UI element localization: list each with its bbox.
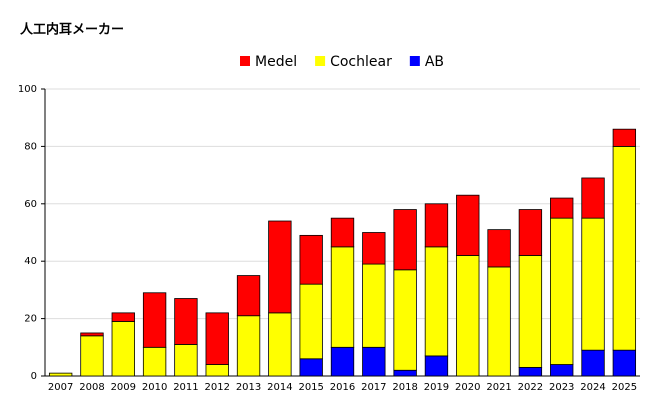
- bar-segment: [518, 366, 543, 377]
- bar-segment: [362, 346, 386, 377]
- y-tick-label: 0: [31, 371, 37, 382]
- bar-segment: [174, 298, 198, 345]
- bar-segment: [362, 263, 386, 348]
- bar-segment: [518, 209, 543, 256]
- bar-segment: [487, 266, 511, 377]
- bar-segment: [581, 217, 605, 351]
- bar-segment: [424, 203, 449, 248]
- bar-segment: [80, 332, 104, 337]
- legend-swatch: [315, 56, 326, 66]
- bar-segment: [205, 364, 229, 377]
- bar-segment: [48, 372, 73, 377]
- x-tick-label: 2015: [298, 382, 323, 393]
- x-tick-label: 2013: [236, 382, 261, 393]
- x-tick-label: 2010: [142, 382, 167, 393]
- bar-segment: [612, 128, 637, 147]
- y-tick-label: 40: [24, 256, 37, 267]
- bar-segment: [456, 255, 480, 377]
- bar-segment: [236, 315, 261, 377]
- bar-segment: [550, 197, 574, 219]
- bar-segment: [393, 369, 417, 377]
- x-tick-label: 2007: [48, 382, 73, 393]
- bar-segment: [362, 232, 386, 265]
- bar-segment: [330, 246, 355, 348]
- bar-segment: [205, 312, 229, 365]
- x-tick-label: 2011: [173, 382, 198, 393]
- x-tick-label: 2018: [392, 382, 417, 393]
- legend-label: Cochlear: [330, 54, 392, 70]
- bar-segment: [142, 292, 167, 348]
- legend-swatch: [409, 56, 420, 66]
- bar-segment: [330, 346, 355, 377]
- legend-swatch: [240, 56, 250, 66]
- x-tick-label: 2022: [518, 382, 543, 393]
- bar-segment: [456, 194, 480, 256]
- legend-label: Medel: [255, 54, 297, 70]
- bar-segment: [299, 358, 323, 377]
- legend-label: AB: [425, 54, 444, 70]
- bar-segment: [612, 349, 637, 377]
- bar-segment: [268, 312, 292, 377]
- bar-segment: [550, 217, 574, 365]
- bar-segment: [487, 229, 511, 268]
- x-tick-label: 2012: [205, 382, 230, 393]
- x-tick-label: 2009: [111, 382, 136, 393]
- bar-segment: [612, 145, 637, 351]
- bar-segment: [80, 335, 104, 377]
- x-tick-label: 2024: [580, 382, 605, 393]
- bar-segment: [111, 321, 135, 377]
- bar-segment: [111, 312, 135, 322]
- bar-segment: [330, 217, 355, 248]
- x-tick-label: 2017: [361, 382, 386, 393]
- bar-segment: [581, 349, 605, 377]
- y-tick-label: 100: [18, 84, 37, 95]
- bar-segment: [550, 364, 574, 377]
- x-tick-label: 2023: [549, 382, 574, 393]
- chart-title: 人工内耳メーカー: [20, 22, 124, 38]
- bar-segment: [518, 255, 543, 368]
- bar-segment: [299, 234, 323, 285]
- x-tick-label: 2014: [267, 382, 292, 393]
- x-tick-label: 2008: [79, 382, 104, 393]
- bar-segment: [393, 209, 417, 271]
- y-tick-label: 60: [24, 199, 37, 210]
- bar-segment: [142, 346, 167, 377]
- bar-segment: [236, 275, 261, 317]
- bar-segment: [424, 355, 449, 377]
- bar-segment: [424, 246, 449, 357]
- x-tick-label: 2025: [612, 382, 637, 393]
- x-tick-label: 2016: [330, 382, 355, 393]
- x-tick-label: 2020: [455, 382, 480, 393]
- bar-segment: [268, 220, 292, 314]
- bar-segment: [393, 269, 417, 371]
- bar-segment: [581, 177, 605, 219]
- bar-segment: [299, 283, 323, 360]
- x-tick-label: 2021: [486, 382, 511, 393]
- bar-segment: [174, 344, 198, 377]
- y-tick-label: 80: [24, 141, 37, 152]
- x-tick-label: 2019: [424, 382, 449, 393]
- y-tick-label: 20: [24, 314, 37, 325]
